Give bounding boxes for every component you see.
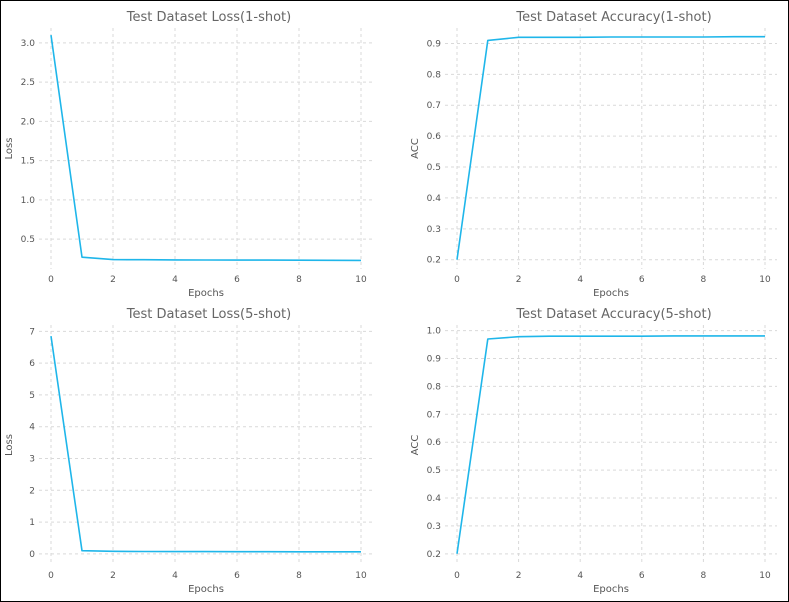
x-tick-label: 10 bbox=[355, 571, 367, 581]
y-tick-label: 0.9 bbox=[427, 39, 442, 49]
chart-title: Test Dataset Accuracy(5-shot) bbox=[515, 307, 711, 322]
y-tick-label: 0.8 bbox=[427, 382, 442, 392]
y-tick-label: 2.5 bbox=[21, 78, 35, 88]
series-line-loss-5-shot bbox=[50, 335, 361, 553]
x-tick-label: 0 bbox=[454, 571, 460, 581]
series-line-accuracy-5-shot bbox=[456, 335, 765, 554]
x-tick-label: 10 bbox=[759, 571, 771, 581]
y-tick-label: 0.2 bbox=[427, 550, 441, 560]
y-tick-label: 0.4 bbox=[427, 194, 442, 204]
y-tick-label: 0.5 bbox=[21, 235, 35, 245]
x-tick-label: 0 bbox=[454, 275, 460, 285]
x-tick-label: 2 bbox=[516, 275, 522, 285]
y-tick-label: 0.5 bbox=[427, 163, 441, 173]
x-tick-label: 2 bbox=[516, 571, 522, 581]
y-tick-label: 0.8 bbox=[427, 70, 442, 80]
y-tick-label: 0.9 bbox=[427, 354, 442, 364]
x-tick-label: 4 bbox=[172, 571, 178, 581]
x-axis-label: Epochs bbox=[593, 584, 629, 595]
chart-title: Test Dataset Loss(1-shot) bbox=[126, 10, 291, 25]
y-tick-label: 1.5 bbox=[21, 157, 35, 167]
x-axis-label: Epochs bbox=[188, 584, 224, 595]
x-tick-label: 2 bbox=[110, 571, 116, 581]
y-tick-label: 5 bbox=[29, 391, 35, 401]
y-tick-label: 2.0 bbox=[21, 117, 36, 127]
chart-accuracy-1-shot: 0 2 4 6 8 10 0.2 0.3 0.4 0.5 0.6 0.7 0.8 0.9 Test Data… bbox=[410, 10, 777, 299]
x-tick-label: 8 bbox=[296, 275, 302, 285]
y-tick-label: 1 bbox=[29, 518, 35, 528]
y-tick-label: 0.2 bbox=[427, 256, 441, 266]
y-tick-label: 3 bbox=[29, 455, 35, 465]
x-tick-label: 10 bbox=[355, 275, 367, 285]
x-axis-label: Epochs bbox=[593, 288, 629, 299]
y-tick-label: 0.4 bbox=[427, 494, 442, 504]
x-tick-label: 6 bbox=[234, 275, 240, 285]
y-tick-label: 6 bbox=[29, 359, 35, 369]
y-tick-label: 3.0 bbox=[21, 39, 36, 49]
x-tick-label: 10 bbox=[759, 275, 771, 285]
y-tick-label: 0 bbox=[29, 550, 35, 560]
y-tick-label: 0.3 bbox=[427, 522, 441, 532]
y-tick-label: 7 bbox=[29, 327, 35, 337]
x-tick-label: 8 bbox=[296, 571, 302, 581]
y-tick-label: 1.0 bbox=[427, 327, 442, 337]
y-tick-label: 4 bbox=[29, 423, 35, 433]
y-tick-label: 0.6 bbox=[427, 132, 442, 142]
y-tick-label: 0.7 bbox=[427, 410, 441, 420]
y-tick-label: 0.6 bbox=[427, 438, 442, 448]
x-tick-label: 6 bbox=[234, 571, 240, 581]
y-axis-label: ACC bbox=[410, 138, 421, 159]
y-axis-label: Loss bbox=[4, 434, 15, 456]
y-tick-label: 0.7 bbox=[427, 101, 441, 111]
x-tick-label: 6 bbox=[639, 571, 645, 581]
x-tick-label: 4 bbox=[577, 571, 583, 581]
x-tick-label: 0 bbox=[48, 571, 54, 581]
chart-title: Test Dataset Accuracy(1-shot) bbox=[515, 10, 711, 25]
y-axis-label: ACC bbox=[410, 435, 421, 456]
series-line-loss-1-shot bbox=[50, 34, 362, 262]
y-tick-label: 0.3 bbox=[427, 225, 441, 235]
series-line-accuracy-1-shot bbox=[456, 35, 765, 260]
y-tick-label: 0.5 bbox=[427, 466, 441, 476]
chart-loss-5-shot: 0 2 4 6 8 10 0 1 2 3 4 5 6 7 Test Dataset Loss(5-shot)… bbox=[4, 307, 373, 595]
chart-title: Test Dataset Loss(5-shot) bbox=[126, 307, 291, 322]
x-tick-label: 6 bbox=[639, 275, 645, 285]
x-tick-label: 8 bbox=[701, 571, 707, 581]
x-axis-label: Epochs bbox=[188, 288, 224, 299]
x-tick-label: 8 bbox=[701, 275, 707, 285]
chart-accuracy-5-shot: 0 2 4 6 8 10 0.2 0.3 0.4 0.5 0.6 0.7 0.8 0.9 1.0 Test D… bbox=[410, 307, 777, 595]
y-tick-label: 1.0 bbox=[21, 196, 36, 206]
chart-loss-1-shot: 0 2 4 6 8 10 0.5 1.0 1.5 2.0 2.5 3.0 Test Dataset Lo… bbox=[4, 10, 373, 299]
x-tick-label: 4 bbox=[172, 275, 178, 285]
x-tick-label: 0 bbox=[48, 275, 54, 285]
y-axis-label: Loss bbox=[4, 138, 15, 160]
x-tick-label: 2 bbox=[110, 275, 116, 285]
y-tick-label: 2 bbox=[29, 486, 35, 496]
x-tick-label: 4 bbox=[577, 275, 583, 285]
